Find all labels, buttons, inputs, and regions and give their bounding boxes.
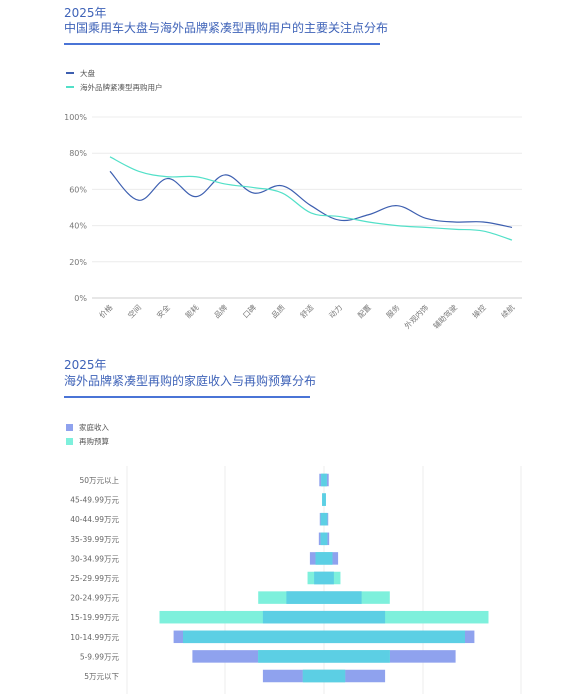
legend-label-budget: 再购预算 — [79, 436, 109, 446]
legend-item-overseas: 海外品牌紧凑型再购用户 — [66, 80, 163, 94]
category-label: 15-19.99万元 — [70, 613, 119, 622]
x-tick-label: 空间 — [125, 302, 143, 320]
legend-label-income: 家庭收入 — [79, 422, 109, 432]
legend-item-income: 家庭收入 — [66, 420, 109, 434]
bar-chart-title-rule — [64, 396, 310, 398]
bar-overlap — [322, 493, 326, 506]
legend-swatch-income — [66, 423, 73, 431]
category-label: 10-14.99万元 — [70, 633, 119, 642]
y-tick-label: 100% — [64, 113, 87, 122]
line-chart-legend: 大盘 海外品牌紧凑型再购用户 — [66, 66, 163, 94]
bar-chart-year: 2025年 — [64, 358, 107, 372]
legend-label-overseas: 海外品牌紧凑型再购用户 — [80, 82, 163, 92]
x-tick-label: 安全 — [154, 302, 172, 320]
category-label: 50万元以上 — [79, 476, 119, 485]
bar-overlap — [314, 571, 334, 585]
bar-overlap — [262, 610, 386, 624]
category-label: 40-44.99万元 — [70, 515, 119, 524]
x-tick-label: 动力 — [326, 302, 344, 320]
legend-swatch-budget — [66, 437, 73, 445]
bar-chart: 50万元以上 45-49.99万元 40-44.99万元 35-39.99万元 30-3… — [70, 466, 522, 694]
legend-swatch-market — [66, 72, 74, 74]
x-tick-label: 价格 — [97, 302, 115, 320]
legend-label-market: 大盘 — [80, 68, 95, 78]
x-tick-label: 品牌 — [212, 302, 230, 320]
x-tick-label: 品质 — [269, 302, 287, 320]
category-label: 5-9.99万元 — [80, 652, 120, 661]
y-tick-label: 40% — [69, 222, 87, 231]
x-tick-label: 舒适 — [298, 302, 316, 320]
category-label: 45-49.99万元 — [70, 496, 119, 505]
line-chart: 0% 20% 40% 60% 80% 100% 价格 空间 安全 能耗 品牌 口碑 品质 舒适 动力 配置 服务… — [64, 113, 522, 331]
category-label: 20-24.99万元 — [70, 594, 119, 603]
category-label: 30-34.99万元 — [70, 554, 119, 563]
bar-overlap — [258, 650, 390, 663]
category-label: 35-39.99万元 — [70, 535, 119, 544]
bar-overlap — [321, 473, 327, 487]
x-tick-label: 口碑 — [240, 302, 258, 320]
bar-chart-title: 海外品牌紧凑型再购的家庭收入与再购预算分布 — [64, 374, 317, 388]
legend-item-market: 大盘 — [66, 66, 163, 80]
line-chart-title-rule — [64, 43, 380, 45]
series-line-market — [109, 170, 513, 228]
y-tick-label: 20% — [69, 258, 87, 267]
bar-overlap — [320, 512, 328, 526]
series-line-overseas — [109, 156, 513, 241]
y-tick-label: 60% — [69, 185, 87, 194]
bar-overlap — [315, 552, 333, 565]
line-chart-title: 中国乘用车大盘与海外品牌紧凑型再购用户的主要关注点分布 — [64, 21, 389, 35]
x-tick-label: 续航 — [499, 302, 517, 320]
x-tick-label: 配置 — [356, 303, 373, 320]
x-tick-label: 能耗 — [183, 302, 201, 320]
legend-item-budget: 再购预算 — [66, 434, 109, 448]
bar-overlap — [302, 669, 346, 683]
category-label: 5万元以下 — [84, 672, 119, 681]
bar-overlap — [320, 532, 328, 546]
x-tick-label: 服务 — [384, 302, 402, 320]
legend-swatch-overseas — [66, 86, 74, 88]
line-chart-year: 2025年 — [64, 6, 107, 20]
bar-overlap — [183, 630, 465, 644]
bar-chart-legend: 家庭收入 再购预算 — [66, 420, 109, 448]
bar-overlap — [286, 591, 362, 604]
category-label: 25-29.99万元 — [70, 574, 119, 583]
y-tick-label: 80% — [69, 149, 87, 158]
x-tick-label: 外观内饰 — [402, 302, 431, 331]
x-tick-label: 辅助驾驶 — [431, 302, 460, 331]
x-tick-label: 操控 — [470, 302, 488, 320]
y-tick-label: 0% — [74, 294, 87, 303]
